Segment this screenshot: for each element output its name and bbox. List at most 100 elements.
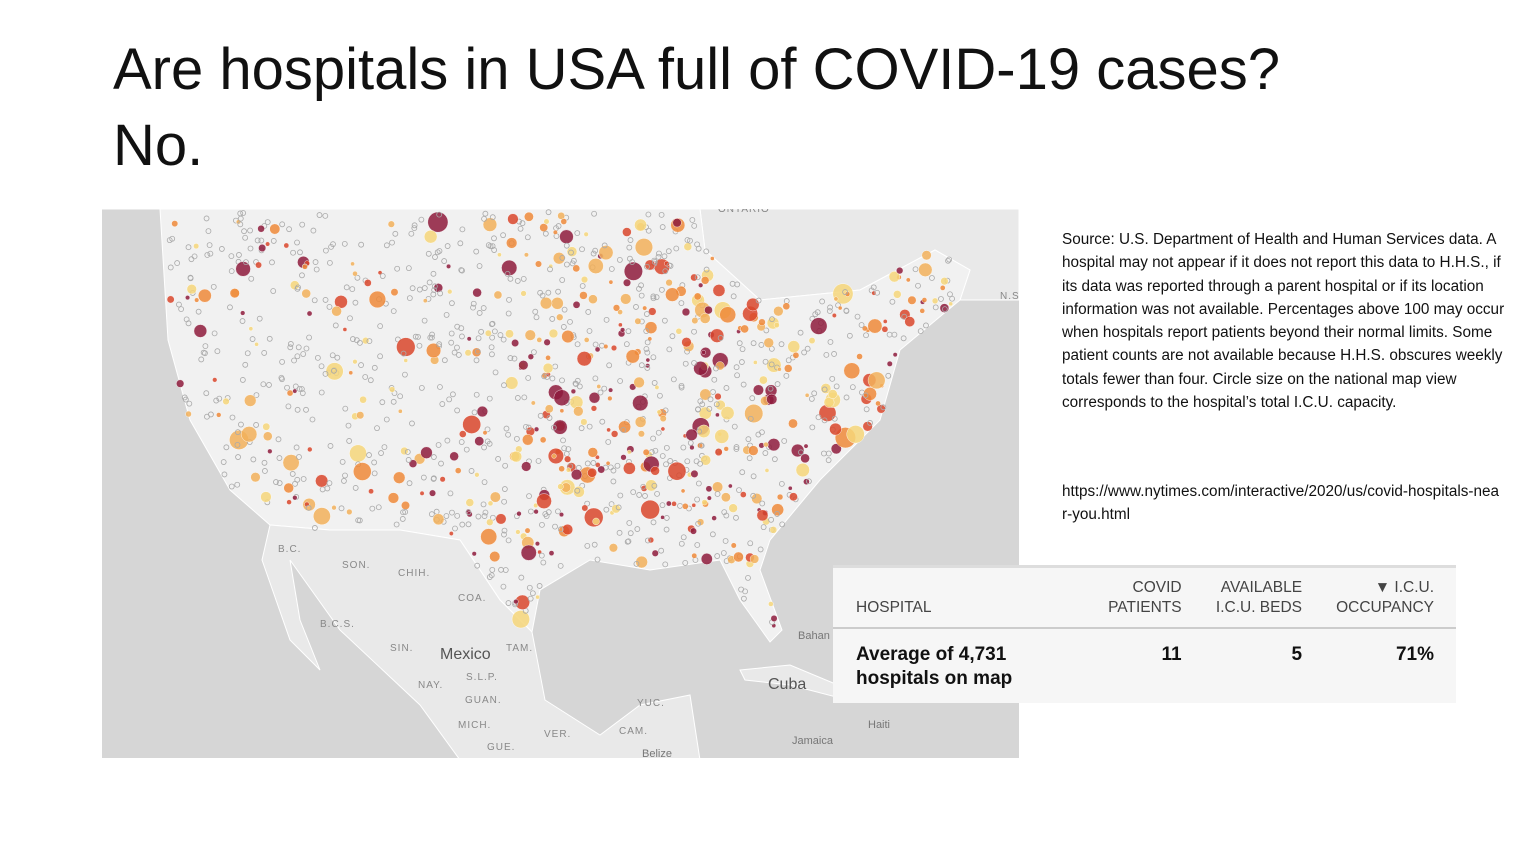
hospital-dot (486, 518, 494, 526)
hospital-dot (409, 285, 416, 292)
hospital-dot (465, 521, 472, 528)
hospital-dot (527, 353, 534, 360)
hospital-dot (694, 241, 700, 248)
hospital-dot (489, 214, 496, 221)
hospital-dot (430, 291, 437, 298)
hospital-dot (563, 242, 570, 249)
hospital-dot (265, 241, 271, 247)
hospital-dot (185, 410, 192, 418)
hospital-dot (801, 349, 808, 356)
hospital-dot (228, 253, 235, 260)
hospital-dot (759, 500, 766, 507)
hospital-dot (166, 237, 173, 244)
hospital-dot (487, 500, 494, 507)
hospital-dot (795, 462, 810, 478)
hospital-dot (560, 324, 567, 330)
hospital-dot (446, 396, 453, 403)
hospital-dot (650, 519, 657, 526)
hospital-dot (326, 480, 333, 487)
hospital-dot (264, 219, 271, 225)
hospital-dot (495, 513, 507, 525)
hospital-dot (583, 231, 589, 237)
hospital-dot (387, 220, 395, 228)
hospital-dot (810, 317, 828, 335)
hospital-dot (358, 362, 364, 368)
hospital-dot (697, 398, 704, 405)
hospital-dot (342, 327, 348, 332)
hospital-dot (346, 508, 353, 515)
hospital-dot (709, 328, 725, 343)
hospital-dot (448, 330, 455, 337)
hospital-dot (660, 426, 666, 432)
hospital-dot (545, 289, 552, 296)
hospital-dot (642, 305, 648, 311)
hospital-dot (171, 220, 179, 227)
hospital-dot (300, 476, 307, 482)
hospital-dot (578, 425, 585, 432)
hospital-dot (511, 610, 530, 629)
hospital-dot (769, 526, 778, 534)
hospital-dot (507, 275, 514, 282)
hospital-dot (627, 449, 632, 455)
hospital-dot (535, 260, 542, 268)
hospital-dot (185, 295, 191, 301)
table-cell: 71% (1395, 644, 1434, 665)
hospital-dot (286, 226, 292, 233)
hospital-dot (861, 325, 868, 332)
hospital-dot (501, 527, 508, 534)
hospital-dot (176, 301, 182, 308)
hospital-dot (368, 488, 374, 495)
hospital-dot (244, 394, 257, 407)
hospital-dot (447, 490, 454, 497)
hospital-dot (691, 317, 699, 325)
hospital-dot (662, 407, 669, 414)
hospital-dot (206, 242, 213, 248)
hospital-dot (518, 360, 529, 371)
hospital-dot (462, 415, 481, 434)
map-label: Belize (642, 748, 672, 758)
hospital-dot (222, 397, 230, 405)
hospital-dot (547, 266, 553, 273)
hospital-dot (694, 496, 701, 503)
hospital-dot (663, 444, 670, 451)
hospital-dot (236, 252, 242, 258)
hospital-dot (443, 513, 450, 519)
hospital-dot (597, 465, 606, 474)
hospital-dot (580, 276, 589, 284)
hospital-dot (262, 422, 271, 431)
hospital-dot (644, 349, 651, 356)
hospital-dot (633, 304, 639, 310)
hospital-dot (296, 385, 303, 392)
hospital-dot (842, 289, 849, 295)
hospital-dot (342, 405, 349, 412)
hospital-dot (886, 360, 893, 367)
hospital-dot (557, 483, 564, 490)
hospital-dot (707, 396, 714, 403)
hospital-table: HOSPITAL COVID PATIENTS AVAILABLE I.C.U. B… (833, 565, 1456, 703)
hospital-dot (588, 294, 598, 304)
hospital-dot (212, 377, 218, 383)
hospital-dot (267, 448, 273, 454)
hospital-dot (270, 288, 277, 294)
hospital-dot (747, 540, 754, 547)
hospital-dot (526, 493, 532, 500)
hospital-dot (811, 390, 818, 397)
hospital-dot (436, 248, 443, 254)
hospital-dot (590, 250, 597, 257)
hospital-dot (863, 332, 869, 339)
hospital-dot (489, 551, 501, 563)
hospital-dot (243, 259, 249, 266)
hospital-dot (482, 217, 498, 232)
hospital-dot (823, 397, 835, 408)
hospital-dot (939, 303, 950, 313)
hospital-dot (486, 395, 493, 402)
column-header: ▼ I.C.U. OCCUPANCY (1324, 568, 1456, 629)
hospital-dot (454, 407, 461, 414)
map-label: B.C.S. (320, 619, 355, 630)
hospital-dot (740, 491, 747, 498)
hospital-dot (820, 383, 832, 394)
hospital-dot (720, 406, 735, 420)
hospital-dot (369, 505, 376, 512)
hospital-dot (683, 242, 693, 251)
hospital-dot (685, 428, 698, 441)
